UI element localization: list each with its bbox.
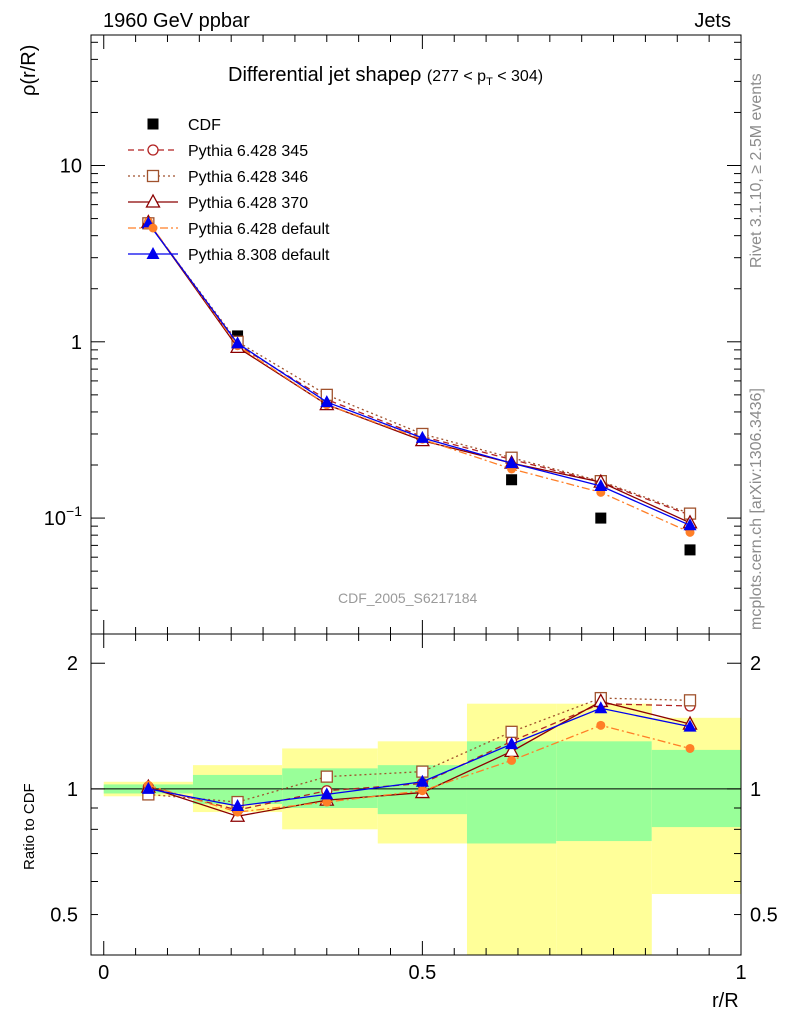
y-tick-label-main: 10 [60, 156, 82, 178]
legend-label: Pythia 6.428 370 [188, 195, 308, 212]
y-tick-label-main: 1 [71, 332, 82, 354]
data-point [147, 118, 159, 130]
y-axis-label-ratio: Ratio to CDF [21, 783, 38, 870]
data-point [145, 193, 161, 208]
data-point [231, 336, 245, 349]
data-point [505, 456, 519, 469]
x-tick-label: 1 [735, 962, 746, 984]
data-point [231, 798, 245, 811]
data-point [320, 787, 334, 800]
chart-title-main: Differential jet shapeρ [228, 64, 422, 86]
series-line [147, 222, 691, 515]
y-tick-label-ratio-left: 0.5 [50, 905, 78, 927]
data-point [595, 512, 607, 524]
legend-label: Pythia 6.428 345 [188, 143, 308, 160]
data-point [505, 737, 519, 750]
data-point [148, 223, 158, 233]
watermark: CDF_2005_S6217184 [338, 590, 478, 606]
series-line [147, 222, 691, 524]
chart-title: Differential jet shapeρ (277 < pT < 304) [228, 64, 543, 88]
legend-label: CDF [188, 117, 221, 134]
data-point [320, 395, 334, 408]
y-tick-label-ratio-right: 1 [750, 779, 761, 801]
header-left: 1960 GeV ppbar [103, 10, 250, 32]
data-point [594, 701, 608, 714]
data-point [417, 786, 427, 796]
data-point [683, 719, 697, 732]
y-tick-label-ratio-left: 1 [67, 779, 78, 801]
data-point [594, 479, 608, 492]
chart-title-range: (277 < pT < 304) [426, 68, 544, 89]
header-right: Jets [694, 10, 731, 32]
data-point [684, 544, 696, 556]
data-point [685, 743, 695, 753]
y-tick-label-ratio-left: 2 [67, 653, 78, 675]
x-tick-label: 0.5 [408, 962, 436, 984]
data-point [146, 247, 160, 259]
legend-label: Pythia 6.428 default [188, 221, 330, 238]
data-point [146, 169, 160, 183]
data-point [683, 518, 697, 531]
data-point [415, 774, 429, 787]
y-tick-label-ratio-right: 0.5 [750, 905, 778, 927]
series-line [147, 222, 691, 526]
rivet-label: Rivet 3.1.10, ≥ 2.5M events [748, 73, 765, 268]
mcplots-label: mcplots.cern.ch [arXiv:1306.3436] [748, 388, 765, 630]
data-point [141, 781, 155, 794]
data-point [505, 725, 518, 738]
data-point [507, 755, 517, 765]
data-point [320, 770, 333, 783]
data-point [147, 144, 159, 156]
y-axis-label-main: ρ(r/R) [18, 44, 40, 96]
data-point [596, 720, 606, 730]
x-tick-label: 0 [98, 962, 109, 984]
data-point [415, 430, 429, 443]
data-point [683, 694, 697, 707]
x-axis-label: r/R [712, 990, 739, 1012]
legend-label: Pythia 8.308 default [188, 247, 330, 264]
y-tick-label-ratio-right: 2 [750, 653, 761, 675]
y-tick-label-main: 10−1 [44, 503, 82, 530]
legend-label: Pythia 6.428 346 [188, 169, 308, 186]
data-point [322, 797, 332, 807]
series-line [147, 222, 691, 516]
ratio-plot-frame [90, 633, 742, 956]
uncertainty-band-green [556, 741, 652, 842]
data-point [506, 474, 518, 486]
